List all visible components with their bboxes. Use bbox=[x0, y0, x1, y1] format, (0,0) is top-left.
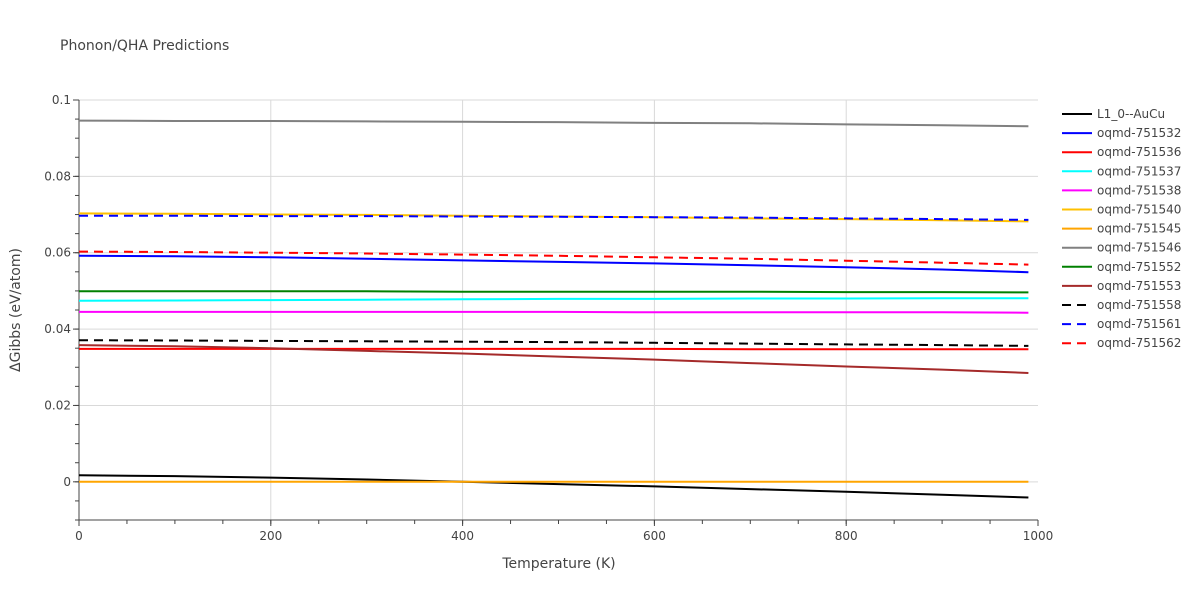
y-tick-label: 0.06 bbox=[44, 246, 71, 260]
x-axis-ticks: 0 200 400 600 800 1000 bbox=[75, 529, 1053, 543]
legend: L1_0--AuCu oqmd-751532 oqmd-751536 oqmd-751… bbox=[1062, 107, 1181, 350]
series-line-oqmd-751553 bbox=[78, 344, 1029, 374]
series-line-oqmd-751558 bbox=[78, 339, 1029, 347]
x-tick-label: 200 bbox=[259, 529, 282, 543]
legend-label: oqmd-751562 bbox=[1097, 336, 1181, 350]
y-tick-label: 0.04 bbox=[44, 322, 71, 336]
legend-label: oqmd-751561 bbox=[1097, 317, 1181, 331]
series-line-L1_0--AuCu bbox=[78, 474, 1029, 499]
series-line-oqmd-751537 bbox=[78, 297, 1029, 302]
axes bbox=[73, 99, 1039, 526]
legend-label: oqmd-751553 bbox=[1097, 279, 1181, 293]
series-line-oqmd-751540 bbox=[78, 212, 1029, 223]
x-tick-label: 600 bbox=[643, 529, 666, 543]
x-tick-label: 0 bbox=[75, 529, 83, 543]
legend-label: oqmd-751538 bbox=[1097, 183, 1181, 197]
legend-label: oqmd-751537 bbox=[1097, 164, 1181, 178]
legend-label: oqmd-751536 bbox=[1097, 145, 1181, 159]
x-tick-label: 400 bbox=[451, 529, 474, 543]
grid bbox=[79, 99, 1038, 520]
y-tick-label: 0.08 bbox=[44, 169, 71, 183]
y-axis-ticks: 0 0.02 0.04 0.06 0.08 0.1 bbox=[44, 93, 71, 489]
series-line-oqmd-751552 bbox=[79, 290, 1029, 294]
series-line-oqmd-751561 bbox=[79, 214, 1029, 221]
legend-label: oqmd-751546 bbox=[1097, 241, 1181, 255]
series-line-oqmd-751538 bbox=[79, 310, 1029, 314]
x-axis-title: Temperature (K) bbox=[501, 556, 615, 572]
legend-label: oqmd-751540 bbox=[1097, 203, 1181, 217]
x-tick-label: 1000 bbox=[1023, 529, 1054, 543]
x-tick-label: 800 bbox=[835, 529, 858, 543]
series-line-oqmd-751546 bbox=[78, 119, 1029, 128]
series-line-oqmd-751562 bbox=[78, 250, 1029, 266]
y-axis-title: ΔGibbs (eV/atom) bbox=[8, 248, 24, 372]
legend-label: L1_0--AuCu bbox=[1097, 107, 1165, 121]
chart-title: Phonon/QHA Predictions bbox=[60, 38, 229, 54]
legend-label: oqmd-751545 bbox=[1097, 222, 1181, 236]
plot-area bbox=[78, 119, 1029, 499]
y-tick-label: 0 bbox=[63, 475, 71, 489]
legend-label: oqmd-751558 bbox=[1097, 298, 1181, 312]
y-tick-label: 0.02 bbox=[44, 398, 71, 412]
legend-label: oqmd-751552 bbox=[1097, 260, 1181, 274]
legend-label: oqmd-751532 bbox=[1097, 126, 1181, 140]
series-line-oqmd-751532 bbox=[78, 254, 1029, 274]
y-tick-label: 0.1 bbox=[52, 93, 71, 107]
